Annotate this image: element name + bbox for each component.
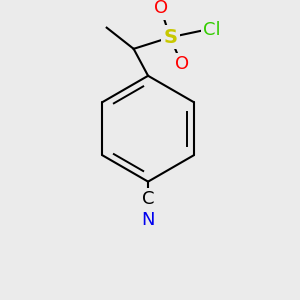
Text: O: O (175, 55, 189, 73)
Text: S: S (163, 28, 177, 47)
Text: Cl: Cl (203, 21, 220, 39)
Text: C: C (142, 190, 154, 208)
Text: N: N (141, 211, 155, 229)
Text: O: O (154, 0, 168, 17)
